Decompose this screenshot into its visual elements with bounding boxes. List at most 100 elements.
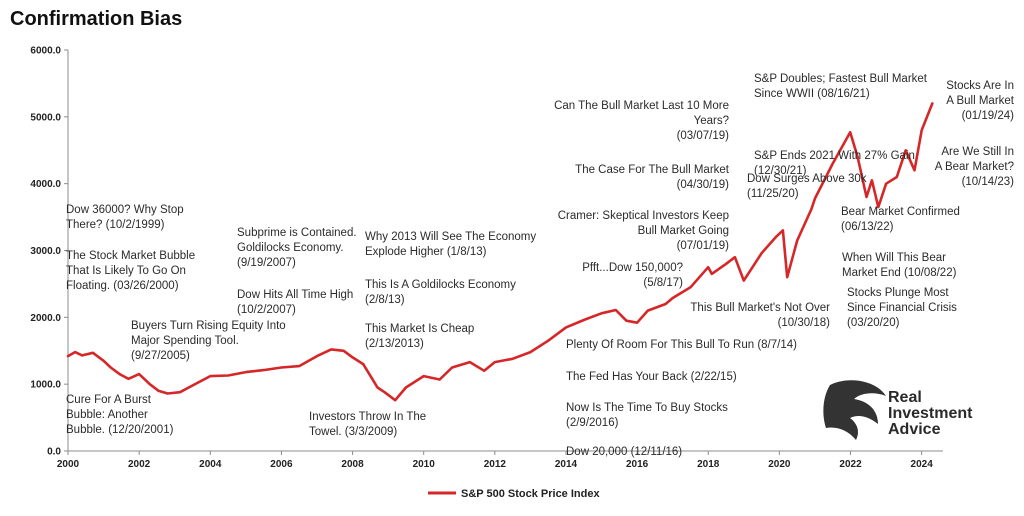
y-tick-label: 6000.0: [30, 46, 61, 57]
annotation-line: Investors Throw In The: [309, 411, 426, 423]
annotation-line: S&P Ends 2021 With 27% Gain: [754, 150, 915, 162]
x-tick-label: 2004: [199, 459, 222, 470]
annotation-line: (04/30/19): [677, 179, 730, 191]
annotation-18: Now Is The Time To Buy Stocks (2/9/2016): [566, 402, 728, 429]
annotation-line: Bubble: Another: [66, 409, 148, 421]
plot-area: 0.0 1000.0 2000.0 3000.0 4000.0 5000.0 6000.0 2…: [30, 46, 943, 470]
annotation-line: (5/8/17): [643, 277, 683, 289]
annotation-line: (10/30/18): [778, 317, 831, 329]
x-tick-label: 2000: [57, 459, 80, 470]
annotation-line: (2/13/2013): [365, 338, 424, 350]
annotation-line: (10/2/2007): [237, 304, 296, 316]
y-tick-label: 5000.0: [30, 112, 61, 123]
annotation-line: Stocks Are In: [946, 80, 1014, 92]
annotation-21: S&P Ends 2021 With 27% Gain (12/30/21): [754, 150, 915, 177]
x-tick-label: 2022: [839, 459, 862, 470]
annotation-line: There? (10/2/1999): [66, 219, 165, 231]
annotation-3: Cure For A Burst Bubble: Another Bubble. (…: [66, 394, 174, 436]
annotation-line: (9/27/2005): [131, 350, 190, 362]
eagle-eye-shape: [865, 395, 871, 401]
annotation-line: Can The Bull Market Last 10 More: [554, 100, 729, 112]
y-tick-label: 2000.0: [30, 313, 61, 324]
annotation-line: Floating. (03/26/2000): [66, 280, 179, 292]
legend: S&P 500 Stock Price Index: [428, 488, 600, 500]
annotation-line: A Bull Market: [946, 95, 1015, 107]
logo-text-line: Investment: [888, 405, 973, 422]
annotation-line: Towel. (3/3/2009): [309, 426, 397, 438]
annotation-line: (10/14/23): [962, 176, 1015, 188]
annotations: Dow 36000? Why Stop There? (10/2/1999) The…: [66, 73, 1015, 458]
annotation-line: Since Financial Crisis: [847, 302, 957, 314]
annotation-line: (03/20/20): [847, 317, 900, 329]
annotation-12: The Case For The Bull Market (04/30/19): [575, 164, 730, 191]
annotation-line: The Fed Has Your Back (2/22/15): [566, 371, 737, 383]
annotation-line: Buyers Turn Rising Equity Into: [131, 320, 286, 332]
annotation-23: Stocks Are In A Bull Market (01/19/24): [946, 80, 1015, 122]
annotation-20: S&P Doubles; Fastest Bull Market Since WW…: [754, 73, 928, 100]
annotation-line: Goldilocks Economy.: [237, 242, 344, 254]
annotation-line: Market End (10/08/22): [842, 267, 957, 279]
annotation-line: (11/25/20): [747, 188, 799, 200]
annotation-line: Dow Hits All Time High: [237, 289, 353, 301]
annotation-17: The Fed Has Your Back (2/22/15): [566, 371, 737, 383]
annotation-line: Bubble. (12/20/2001): [66, 424, 174, 436]
annotation-line: The Stock Market Bubble: [66, 250, 195, 262]
annotation-15: This Bull Market's Not Over (10/30/18): [690, 302, 830, 329]
annotation-line: Bear Market Confirmed: [841, 206, 960, 218]
x-tick-label: 2006: [270, 459, 293, 470]
annotation-22: Dow Surges Above 30k (11/25/20): [747, 173, 867, 200]
annotation-line: (2/8/13): [365, 294, 405, 306]
annotation-line: Dow 36000? Why Stop: [66, 204, 184, 216]
annotation-line: Cramer: Skeptical Investors Keep: [558, 210, 729, 222]
annotation-16: Plenty Of Room For This Bull To Run (8/7…: [566, 339, 797, 351]
annotation-line: Pfft...Dow 150,000?: [582, 262, 683, 274]
annotation-line: Stocks Plunge Most: [847, 287, 949, 299]
annotation-26: When Will This Bear Market End (10/08/22): [842, 252, 957, 279]
eagle-logo-icon: [823, 380, 886, 440]
legend-label-sp500: S&P 500 Stock Price Index: [461, 488, 600, 500]
annotation-13: Cramer: Skeptical Investors Keep Bull Mar…: [558, 210, 729, 252]
annotation-line: Dow 20,000 (12/11/16): [566, 446, 682, 458]
annotation-line: (03/07/19): [677, 130, 730, 142]
x-tick-label: 2024: [911, 459, 934, 470]
annotation-line: Since WWII (08/16/21): [754, 88, 870, 100]
annotation-line: (12/30/21): [754, 165, 807, 177]
x-tick-label: 2016: [626, 459, 649, 470]
annotation-25: Bear Market Confirmed (06/13/22): [841, 206, 960, 233]
y-tick-label: 0.0: [47, 447, 61, 458]
x-tick-label: 2020: [768, 459, 791, 470]
annotation-line: Bull Market Going: [638, 225, 729, 237]
x-tick-label: 2014: [555, 459, 578, 470]
annotation-10: Investors Throw In The Towel. (3/3/2009): [309, 411, 426, 438]
annotation-line: That Is Likely To Go On: [66, 265, 186, 277]
annotation-line: Are We Still In: [941, 146, 1014, 158]
annotation-1: Dow 36000? Why Stop There? (10/2/1999): [66, 204, 184, 231]
annotation-line: (06/13/22): [841, 221, 894, 233]
annotation-line: This Bull Market's Not Over: [690, 302, 830, 314]
y-tick-label: 3000.0: [30, 246, 61, 257]
y-tick-label: 4000.0: [30, 179, 61, 190]
x-tick-label: 2002: [128, 459, 151, 470]
annotation-8: This Is A Goldilocks Economy (2/8/13): [365, 279, 516, 306]
annotation-line: This Market Is Cheap: [365, 323, 474, 335]
annotation-line: Why 2013 Will See The Economy: [365, 231, 536, 243]
annotation-line: Subprime is Contained.: [237, 227, 357, 239]
annotation-line: S&P Doubles; Fastest Bull Market: [754, 73, 928, 85]
annotation-9: This Market Is Cheap (2/13/2013): [365, 323, 474, 350]
annotation-line: When Will This Bear: [842, 252, 946, 264]
annotation-2: The Stock Market Bubble That Is Likely To…: [66, 250, 195, 292]
annotation-14: Pfft...Dow 150,000? (5/8/17): [582, 262, 683, 289]
logo-text-line: Advice: [888, 421, 941, 438]
logo-text-line: Real: [888, 389, 922, 406]
annotation-24: Are We Still In A Bear Market? (10/14/23): [935, 146, 1014, 188]
annotation-line: This Is A Goldilocks Economy: [365, 279, 516, 291]
annotation-line: Now Is The Time To Buy Stocks: [566, 402, 728, 414]
annotation-line: Major Spending Tool.: [131, 335, 239, 347]
annotation-line: Years?: [694, 115, 729, 127]
chart-title: Confirmation Bias: [10, 8, 182, 30]
annotation-line: A Bear Market?: [935, 161, 1014, 173]
annotation-line: (2/9/2016): [566, 417, 619, 429]
annotation-19: Dow 20,000 (12/11/16): [566, 446, 682, 458]
